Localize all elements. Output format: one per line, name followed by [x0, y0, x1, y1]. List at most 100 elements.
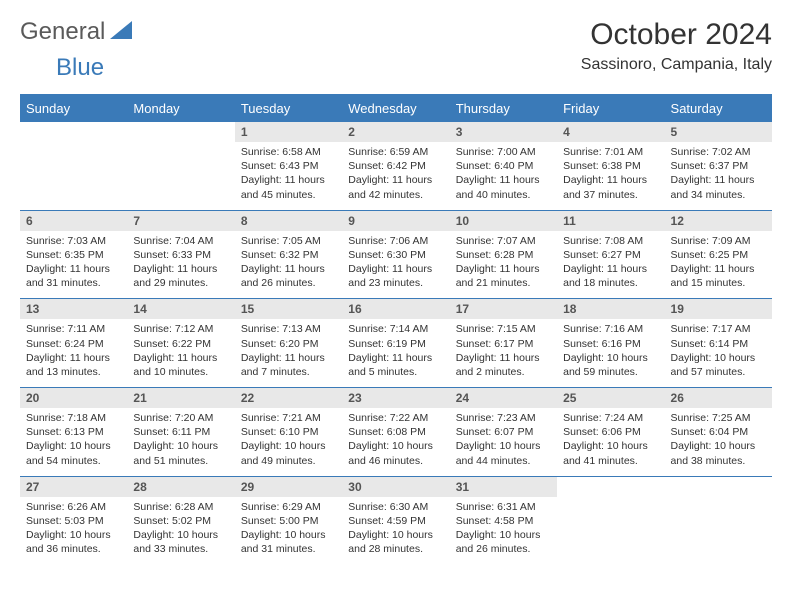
calendar-cell: 18Sunrise: 7:16 AMSunset: 6:16 PMDayligh…	[557, 299, 664, 388]
sunrise: Sunrise: 7:24 AM	[563, 411, 658, 425]
sunset: Sunset: 6:32 PM	[241, 248, 336, 262]
day-content: Sunrise: 7:24 AMSunset: 6:06 PMDaylight:…	[557, 408, 664, 476]
day-content: Sunrise: 7:21 AMSunset: 6:10 PMDaylight:…	[235, 408, 342, 476]
calendar-cell: 11Sunrise: 7:08 AMSunset: 6:27 PMDayligh…	[557, 210, 664, 299]
day-number: 18	[557, 299, 664, 319]
day-number: 19	[665, 299, 772, 319]
calendar-cell: 26Sunrise: 7:25 AMSunset: 6:04 PMDayligh…	[665, 388, 772, 477]
sunset: Sunset: 6:08 PM	[348, 425, 443, 439]
day-number: 21	[127, 388, 234, 408]
day-number: 26	[665, 388, 772, 408]
sunset: Sunset: 6:04 PM	[671, 425, 766, 439]
day-header: Friday	[557, 95, 664, 122]
calendar-cell	[127, 122, 234, 211]
day-number: 10	[450, 211, 557, 231]
daylight: Daylight: 10 hours and 59 minutes.	[563, 351, 658, 379]
daylight: Daylight: 10 hours and 44 minutes.	[456, 439, 551, 467]
sunset: Sunset: 5:03 PM	[26, 514, 121, 528]
day-content: Sunrise: 7:07 AMSunset: 6:28 PMDaylight:…	[450, 231, 557, 299]
day-header: Monday	[127, 95, 234, 122]
calendar-cell: 28Sunrise: 6:28 AMSunset: 5:02 PMDayligh…	[127, 476, 234, 564]
day-number: 31	[450, 477, 557, 497]
day-content: Sunrise: 6:26 AMSunset: 5:03 PMDaylight:…	[20, 497, 127, 565]
day-header: Wednesday	[342, 95, 449, 122]
sunset: Sunset: 6:11 PM	[133, 425, 228, 439]
daylight: Daylight: 11 hours and 21 minutes.	[456, 262, 551, 290]
day-number: 14	[127, 299, 234, 319]
day-content: Sunrise: 6:29 AMSunset: 5:00 PMDaylight:…	[235, 497, 342, 565]
day-content: Sunrise: 6:59 AMSunset: 6:42 PMDaylight:…	[342, 142, 449, 210]
sunset: Sunset: 6:27 PM	[563, 248, 658, 262]
calendar-cell: 14Sunrise: 7:12 AMSunset: 6:22 PMDayligh…	[127, 299, 234, 388]
day-header: Thursday	[450, 95, 557, 122]
sunset: Sunset: 6:10 PM	[241, 425, 336, 439]
day-content: Sunrise: 6:31 AMSunset: 4:58 PMDaylight:…	[450, 497, 557, 565]
sunset: Sunset: 6:24 PM	[26, 337, 121, 351]
daylight: Daylight: 10 hours and 31 minutes.	[241, 528, 336, 556]
day-content: Sunrise: 7:25 AMSunset: 6:04 PMDaylight:…	[665, 408, 772, 476]
calendar-cell: 30Sunrise: 6:30 AMSunset: 4:59 PMDayligh…	[342, 476, 449, 564]
day-number: 13	[20, 299, 127, 319]
sunrise: Sunrise: 7:11 AM	[26, 322, 121, 336]
sunrise: Sunrise: 7:14 AM	[348, 322, 443, 336]
day-content: Sunrise: 7:02 AMSunset: 6:37 PMDaylight:…	[665, 142, 772, 210]
daylight: Daylight: 10 hours and 26 minutes.	[456, 528, 551, 556]
logo: General	[20, 18, 134, 46]
calendar-cell: 21Sunrise: 7:20 AMSunset: 6:11 PMDayligh…	[127, 388, 234, 477]
calendar-cell: 9Sunrise: 7:06 AMSunset: 6:30 PMDaylight…	[342, 210, 449, 299]
day-content: Sunrise: 7:16 AMSunset: 6:16 PMDaylight:…	[557, 319, 664, 387]
sunset: Sunset: 6:20 PM	[241, 337, 336, 351]
sunset: Sunset: 6:17 PM	[456, 337, 551, 351]
sunrise: Sunrise: 7:16 AM	[563, 322, 658, 336]
daylight: Daylight: 11 hours and 15 minutes.	[671, 262, 766, 290]
day-content: Sunrise: 6:30 AMSunset: 4:59 PMDaylight:…	[342, 497, 449, 565]
calendar-cell: 27Sunrise: 6:26 AMSunset: 5:03 PMDayligh…	[20, 476, 127, 564]
day-number: 15	[235, 299, 342, 319]
day-content: Sunrise: 7:14 AMSunset: 6:19 PMDaylight:…	[342, 319, 449, 387]
logo-text-general: General	[20, 18, 105, 46]
calendar-cell: 15Sunrise: 7:13 AMSunset: 6:20 PMDayligh…	[235, 299, 342, 388]
day-number: 4	[557, 122, 664, 142]
day-content: Sunrise: 7:20 AMSunset: 6:11 PMDaylight:…	[127, 408, 234, 476]
daylight: Daylight: 11 hours and 18 minutes.	[563, 262, 658, 290]
day-number: 11	[557, 211, 664, 231]
sunrise: Sunrise: 7:02 AM	[671, 145, 766, 159]
calendar-cell: 6Sunrise: 7:03 AMSunset: 6:35 PMDaylight…	[20, 210, 127, 299]
calendar-cell	[20, 122, 127, 211]
sunset: Sunset: 6:06 PM	[563, 425, 658, 439]
day-header: Tuesday	[235, 95, 342, 122]
daylight: Daylight: 11 hours and 29 minutes.	[133, 262, 228, 290]
day-number: 16	[342, 299, 449, 319]
sunset: Sunset: 4:59 PM	[348, 514, 443, 528]
sunrise: Sunrise: 7:15 AM	[456, 322, 551, 336]
sunset: Sunset: 6:13 PM	[26, 425, 121, 439]
sunset: Sunset: 6:37 PM	[671, 159, 766, 173]
day-header-row: Sunday Monday Tuesday Wednesday Thursday…	[20, 95, 772, 122]
sunrise: Sunrise: 7:17 AM	[671, 322, 766, 336]
daylight: Daylight: 10 hours and 54 minutes.	[26, 439, 121, 467]
day-number: 29	[235, 477, 342, 497]
logo-text-blue: Blue	[56, 54, 104, 81]
day-number	[665, 477, 772, 497]
calendar-cell: 19Sunrise: 7:17 AMSunset: 6:14 PMDayligh…	[665, 299, 772, 388]
day-number: 3	[450, 122, 557, 142]
day-content: Sunrise: 7:15 AMSunset: 6:17 PMDaylight:…	[450, 319, 557, 387]
calendar-cell: 12Sunrise: 7:09 AMSunset: 6:25 PMDayligh…	[665, 210, 772, 299]
sunrise: Sunrise: 7:04 AM	[133, 234, 228, 248]
sunset: Sunset: 6:25 PM	[671, 248, 766, 262]
calendar-cell: 16Sunrise: 7:14 AMSunset: 6:19 PMDayligh…	[342, 299, 449, 388]
sunrise: Sunrise: 6:58 AM	[241, 145, 336, 159]
sunrise: Sunrise: 6:59 AM	[348, 145, 443, 159]
sunrise: Sunrise: 7:09 AM	[671, 234, 766, 248]
sunset: Sunset: 6:28 PM	[456, 248, 551, 262]
sunset: Sunset: 6:42 PM	[348, 159, 443, 173]
sunset: Sunset: 6:38 PM	[563, 159, 658, 173]
sunset: Sunset: 6:43 PM	[241, 159, 336, 173]
day-content: Sunrise: 6:58 AMSunset: 6:43 PMDaylight:…	[235, 142, 342, 210]
daylight: Daylight: 11 hours and 5 minutes.	[348, 351, 443, 379]
daylight: Daylight: 11 hours and 42 minutes.	[348, 173, 443, 201]
day-number: 23	[342, 388, 449, 408]
calendar-cell: 10Sunrise: 7:07 AMSunset: 6:28 PMDayligh…	[450, 210, 557, 299]
sunset: Sunset: 4:58 PM	[456, 514, 551, 528]
daylight: Daylight: 11 hours and 34 minutes.	[671, 173, 766, 201]
